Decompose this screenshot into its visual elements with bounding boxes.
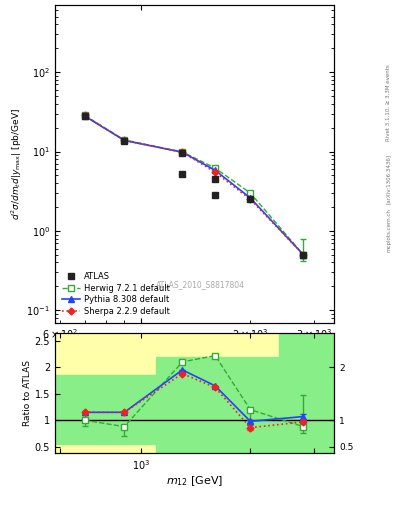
Text: ATLAS_2010_S8817804: ATLAS_2010_S8817804 <box>156 280 244 289</box>
Text: mcplots.cern.ch: mcplots.cern.ch <box>386 208 391 252</box>
Y-axis label: $d^{2}\sigma/dm_{t}d|y_{\rm max}|$ [pb/GeV]: $d^{2}\sigma/dm_{t}d|y_{\rm max}|$ [pb/G… <box>9 108 24 220</box>
X-axis label: $m_{12}$ [GeV]: $m_{12}$ [GeV] <box>166 475 223 488</box>
Y-axis label: Ratio to ATLAS: Ratio to ATLAS <box>23 360 32 426</box>
Text: [arXiv:1306.3436]: [arXiv:1306.3436] <box>386 154 391 204</box>
Text: Rivet 3.1.10, ≥ 3.3M events: Rivet 3.1.10, ≥ 3.3M events <box>386 64 391 141</box>
Legend: ATLAS, Herwig 7.2.1 default, Pythia 8.308 default, Sherpa 2.2.9 default: ATLAS, Herwig 7.2.1 default, Pythia 8.30… <box>59 270 173 318</box>
